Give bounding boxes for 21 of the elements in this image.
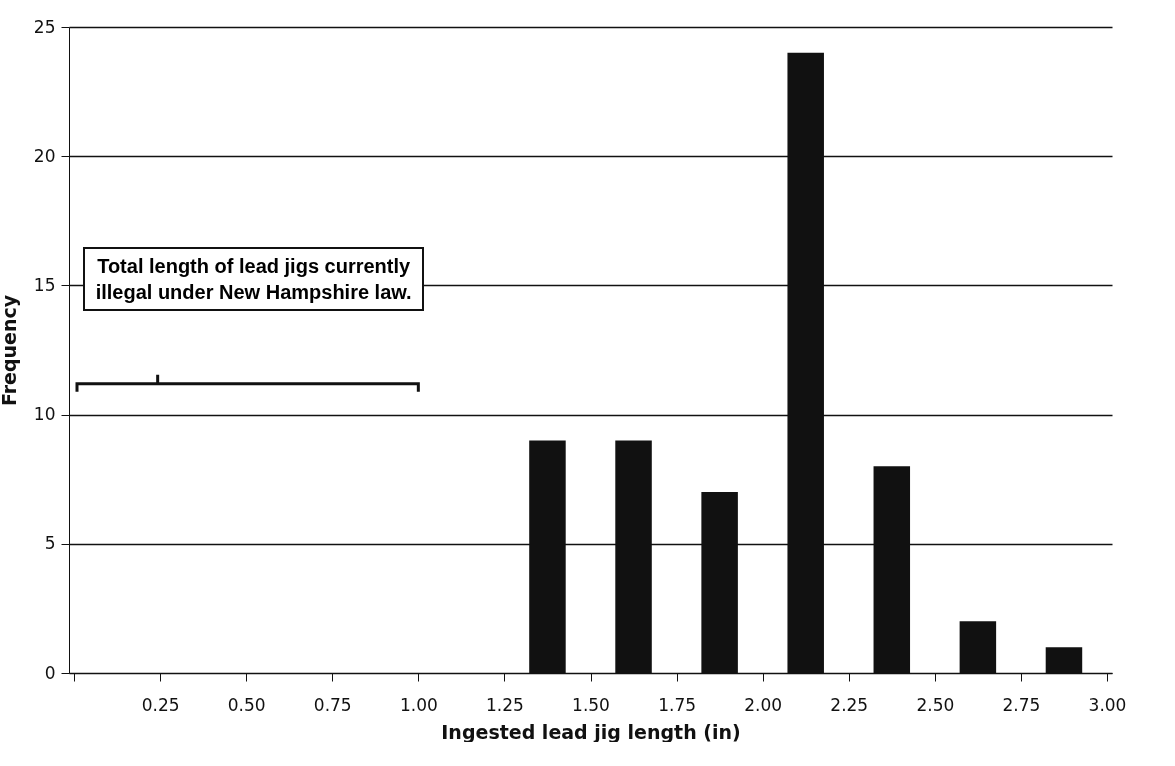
x-tick-label: 2.00 [744,694,783,715]
x-tick-label: 2.50 [916,694,955,715]
x-tick-label: 1.50 [572,694,610,715]
y-tick-label: 25 [33,16,56,37]
x-tick-label: 2.75 [1002,694,1041,715]
x-tick-label: 3.00 [1088,694,1127,715]
x-tick-label: 1.75 [658,694,697,715]
x-axis-title: Ingested lead jig length (in) [441,720,741,743]
x-tick-label: 1.25 [485,694,524,715]
x-tick-label: 0.50 [227,694,266,715]
y-axis-title: Frequency [0,294,20,407]
x-tick-label: 1.00 [399,694,438,715]
y-tick-label: 20 [33,145,56,166]
y-tick-label: 5 [44,533,56,554]
x-tick-label: 2.25 [830,694,869,715]
x-tick-label: 0.25 [141,694,180,715]
x-tick-label: 0.75 [313,694,352,715]
text-box: Total length of lead jigs currently illegal under New Hampshire law. [83,246,425,311]
y-tick-label: 0 [44,662,56,683]
y-tick-label: 15 [33,274,56,295]
y-tick-label: 10 [33,404,56,425]
